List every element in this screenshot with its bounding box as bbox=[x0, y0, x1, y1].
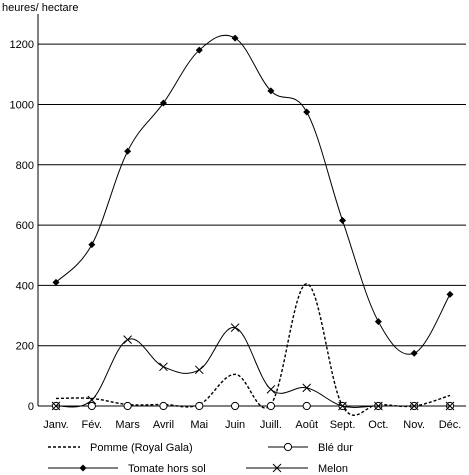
legend-item: Tomate hors sol bbox=[48, 463, 206, 475]
circle-marker bbox=[195, 401, 204, 411]
legend-label: Blé dur bbox=[318, 442, 353, 454]
circle-marker bbox=[123, 401, 132, 411]
x-marker bbox=[159, 362, 168, 372]
y-tick-label: 400 bbox=[16, 280, 34, 292]
diamond-marker bbox=[446, 290, 454, 298]
x-marker bbox=[409, 401, 419, 411]
legend-label: Melon bbox=[318, 463, 348, 475]
y-axis-title: heures/ hectare bbox=[2, 2, 78, 14]
legend-label: Pomme (Royal Gala) bbox=[90, 442, 193, 454]
x-marker bbox=[374, 401, 383, 411]
diamond-marker bbox=[267, 87, 275, 95]
series-tomate-hors-sol bbox=[52, 34, 454, 357]
diamond-marker bbox=[410, 349, 418, 357]
x-axis-ticks: Janv. Fév. Mars Avril Mai Juin Juill. Août Sept.… bbox=[43, 419, 461, 431]
diamond-marker bbox=[88, 241, 96, 249]
x-tick-label: Sept. bbox=[330, 419, 356, 431]
circle-marker bbox=[159, 401, 168, 411]
y-tick-label: 200 bbox=[16, 341, 34, 353]
x-tick-label: Nov. bbox=[403, 419, 425, 431]
x-marker bbox=[272, 463, 282, 473]
x-tick-label: Juin bbox=[225, 419, 245, 431]
diamond-marker bbox=[303, 108, 311, 116]
diamond-marker bbox=[195, 46, 203, 54]
x-tick-label: Janv. bbox=[43, 419, 68, 431]
x-marker bbox=[87, 395, 97, 405]
x-tick-label: Juill. bbox=[260, 419, 282, 431]
x-marker bbox=[338, 401, 347, 411]
x-marker bbox=[123, 335, 132, 345]
x-marker bbox=[266, 385, 276, 394]
diamond-marker bbox=[52, 278, 60, 286]
x-tick-label: Déc. bbox=[439, 419, 462, 431]
diamond-marker bbox=[339, 217, 347, 225]
diamond-marker bbox=[159, 99, 167, 107]
diamond-marker bbox=[79, 464, 87, 472]
y-tick-label: 800 bbox=[16, 160, 34, 172]
diamond-marker bbox=[374, 318, 382, 326]
diamond-marker bbox=[231, 34, 239, 42]
y-axis-ticks: 0 200 400 600 800 1000 1200 bbox=[10, 39, 34, 413]
x-marker bbox=[302, 383, 312, 393]
diamond-marker bbox=[124, 147, 132, 155]
legend: Pomme (Royal Gala) Blé dur Tomate hors sol… bbox=[48, 442, 353, 475]
x-tick-label: Oct. bbox=[368, 419, 388, 431]
x-marker bbox=[194, 365, 204, 375]
circle-marker bbox=[283, 442, 293, 452]
y-tick-label: 0 bbox=[28, 401, 34, 413]
circle-marker bbox=[302, 401, 311, 411]
series-group bbox=[51, 34, 455, 416]
y-tick-label: 1200 bbox=[10, 39, 34, 51]
circle-marker bbox=[230, 401, 240, 411]
y-tick-label: 1000 bbox=[10, 99, 34, 111]
series-pomme-royal-gala bbox=[55, 283, 451, 416]
circle-marker bbox=[87, 401, 96, 411]
series-line bbox=[55, 283, 451, 416]
x-marker bbox=[445, 401, 455, 411]
legend-item: Melon bbox=[246, 463, 348, 475]
x-tick-label: Avril bbox=[153, 419, 174, 431]
circle-marker bbox=[266, 401, 276, 411]
series-line bbox=[55, 34, 451, 355]
legend-label: Tomate hors sol bbox=[128, 463, 206, 475]
x-tick-label: Mai bbox=[190, 419, 208, 431]
x-tick-label: Fév. bbox=[82, 419, 103, 431]
series-melon bbox=[51, 323, 455, 411]
gridlines bbox=[37, 14, 466, 407]
legend-item: Pomme (Royal Gala) bbox=[48, 442, 193, 454]
x-marker bbox=[51, 401, 61, 411]
series-line bbox=[55, 327, 450, 408]
x-marker bbox=[230, 323, 240, 332]
x-tick-label: Mars bbox=[115, 419, 140, 431]
x-tick-label: Août bbox=[295, 419, 318, 431]
y-tick-label: 600 bbox=[16, 220, 34, 232]
legend-item: Blé dur bbox=[268, 442, 353, 454]
